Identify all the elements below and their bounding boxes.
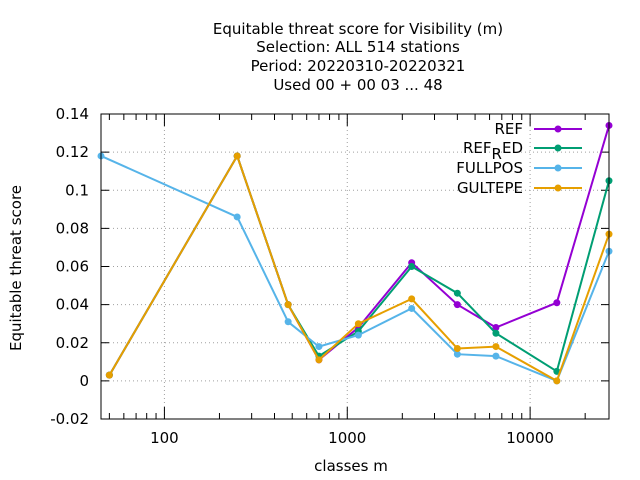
data-point xyxy=(105,371,113,379)
data-point xyxy=(453,289,461,297)
y-tick-label: 0.06 xyxy=(56,258,89,276)
y-tick-label: 0.1 xyxy=(65,181,89,199)
legend-label: REF xyxy=(494,120,523,138)
y-tick-label: 0.14 xyxy=(56,105,89,123)
chart-title: Equitable threat score for Visibility (m… xyxy=(213,20,503,94)
data-point xyxy=(553,299,561,307)
data-point xyxy=(408,295,416,303)
legend-marker xyxy=(554,184,562,192)
legend-label: REFRED xyxy=(463,139,523,163)
data-point xyxy=(492,324,500,331)
data-point xyxy=(553,377,561,385)
data-point xyxy=(284,301,292,309)
legend-item: FULLPOS xyxy=(456,159,582,177)
x-tick-label: 1000 xyxy=(328,429,366,447)
data-point xyxy=(492,352,500,360)
legend-marker xyxy=(554,144,562,152)
data-point xyxy=(315,356,323,364)
data-point xyxy=(453,344,461,352)
data-point xyxy=(408,304,416,312)
data-point xyxy=(233,152,241,160)
title-line-3: Period: 20220310-20220321 xyxy=(251,57,466,75)
series-ref-red xyxy=(105,152,613,379)
legend-label: FULLPOS xyxy=(456,159,523,177)
y-tick-label: 0.04 xyxy=(56,296,89,314)
data-point xyxy=(492,329,500,337)
y-axis-label: Equitable threat score xyxy=(7,185,25,351)
y-axis-ticks: -0.02 0 0.02 0.04 0.06 0.08 0.1 0.12 0.14 xyxy=(50,105,609,428)
data-point xyxy=(315,343,323,351)
grid xyxy=(101,114,609,419)
legend-marker xyxy=(554,125,562,133)
x-tick-label: 100 xyxy=(150,429,179,447)
legend-label: GULTEPE xyxy=(457,179,523,197)
series-gultepe xyxy=(105,152,613,385)
data-point xyxy=(408,263,416,270)
data-point xyxy=(354,331,362,339)
y-tick-label: 0.12 xyxy=(56,143,89,161)
data-point xyxy=(453,350,461,358)
x-tick-label: 10000 xyxy=(506,429,554,447)
x-axis-ticks: 100 1000 10000 xyxy=(108,114,586,447)
plot-frame xyxy=(100,113,610,420)
series-line xyxy=(100,154,610,383)
y-tick-label: 0.08 xyxy=(56,219,89,237)
y-tick-label: 0.02 xyxy=(56,334,89,352)
series-line xyxy=(108,153,610,383)
series-fullpos xyxy=(97,152,613,385)
title-line-2: Selection: ALL 514 stations xyxy=(256,38,460,56)
legend-item: GULTEPE xyxy=(457,179,582,197)
y-tick-label: 0 xyxy=(79,372,89,390)
y-tick-label: -0.02 xyxy=(50,410,89,428)
legend-item: REFRED xyxy=(463,139,582,163)
title-line-4: Used 00 + 00 03 ... 48 xyxy=(273,76,442,94)
x-axis-label: classes m xyxy=(314,457,388,475)
data-point xyxy=(284,318,292,326)
data-point xyxy=(354,320,362,328)
data-point xyxy=(453,301,461,309)
series-group xyxy=(97,121,613,385)
data-point xyxy=(492,343,500,351)
legend-marker xyxy=(554,164,562,172)
data-point xyxy=(233,213,241,221)
title-line-1: Equitable threat score for Visibility (m… xyxy=(213,20,503,38)
legend-item: REF xyxy=(494,120,582,138)
